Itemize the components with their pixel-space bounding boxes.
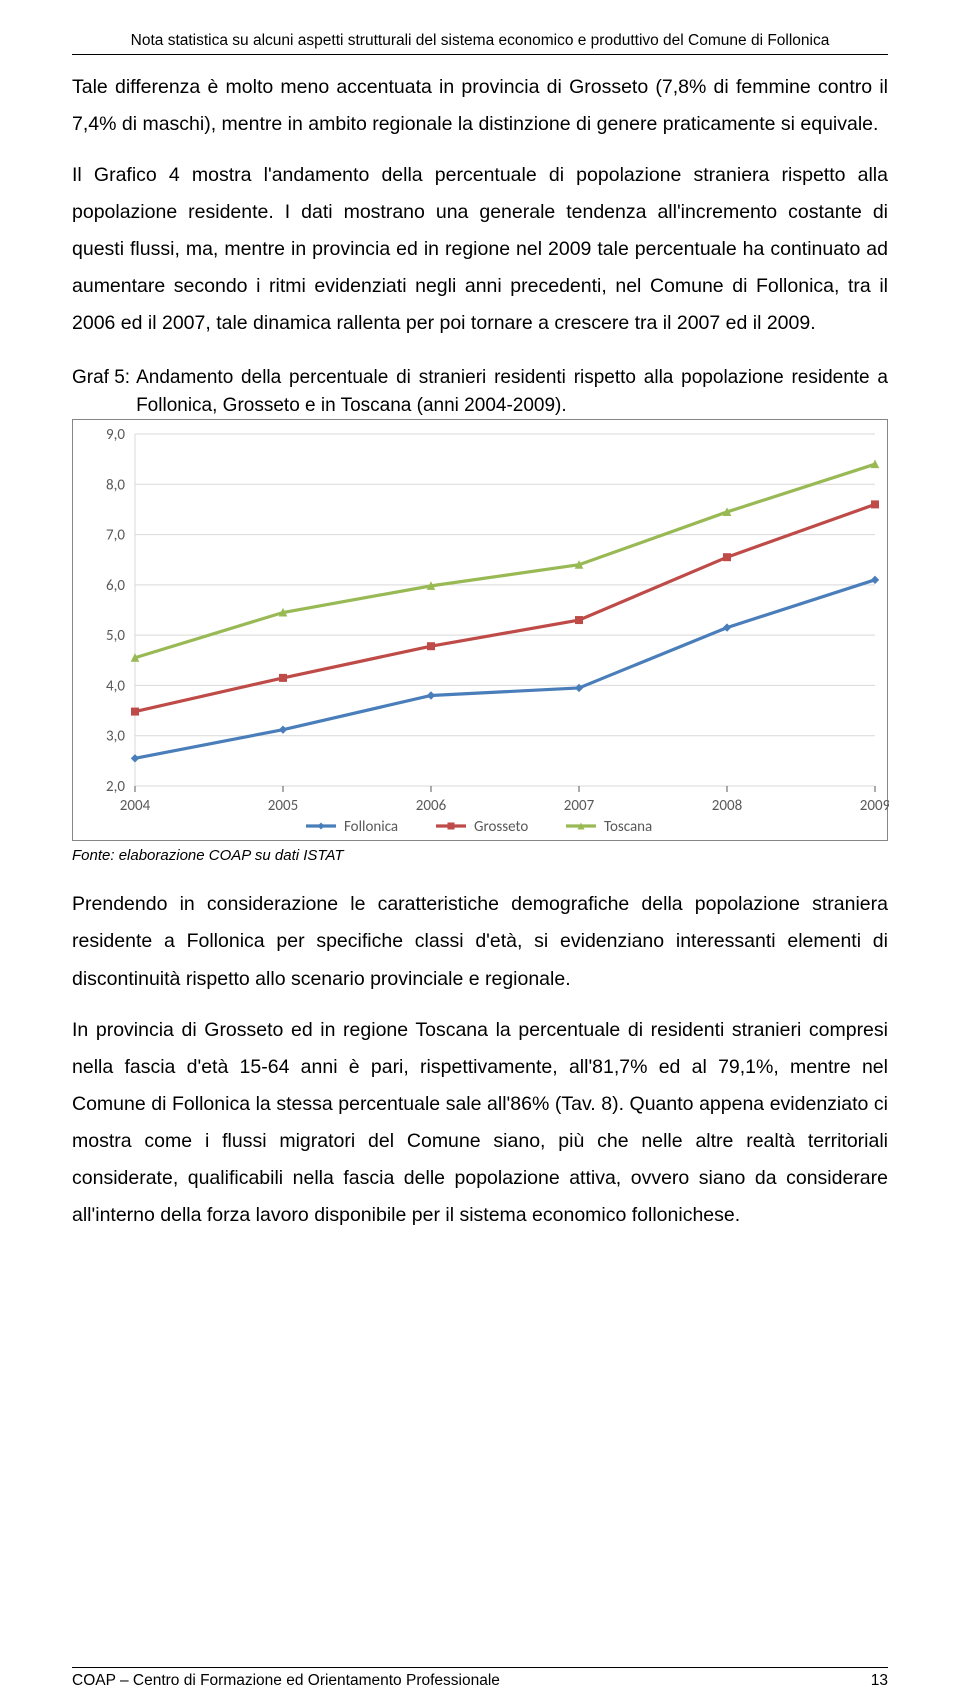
svg-text:2005: 2005 — [268, 797, 298, 815]
svg-text:2006: 2006 — [416, 797, 447, 815]
svg-text:8,0: 8,0 — [106, 477, 125, 495]
body-text-upper: Tale differenza è molto meno accentuata … — [72, 69, 888, 342]
svg-text:7,0: 7,0 — [106, 527, 125, 545]
caption-text: Andamento della percentuale di stranieri… — [136, 364, 888, 419]
svg-text:2009: 2009 — [860, 797, 889, 815]
svg-text:2,0: 2,0 — [106, 778, 125, 796]
header-rule — [72, 54, 888, 55]
svg-text:2004: 2004 — [120, 797, 151, 815]
page-footer: COAP – Centro di Formazione ed Orientame… — [72, 1667, 888, 1690]
svg-text:3,0: 3,0 — [106, 728, 125, 746]
footer-right: 13 — [871, 1672, 888, 1690]
paragraph-3: Prendendo in considerazione le caratteri… — [72, 886, 888, 997]
footer-rule — [72, 1667, 888, 1668]
svg-text:Follonica: Follonica — [344, 818, 398, 836]
paragraph-4: In provincia di Grosseto ed in regione T… — [72, 1012, 888, 1234]
svg-text:6,0: 6,0 — [106, 577, 125, 595]
svg-text:4,0: 4,0 — [106, 678, 125, 696]
page: Nota statistica su alcuni aspetti strutt… — [0, 0, 960, 1700]
running-head: Nota statistica su alcuni aspetti strutt… — [72, 32, 888, 50]
svg-text:2008: 2008 — [712, 797, 742, 815]
svg-text:Grosseto: Grosseto — [474, 818, 528, 836]
svg-text:5,0: 5,0 — [106, 628, 125, 646]
chart-caption: Graf 5: Andamento della percentuale di s… — [72, 364, 888, 419]
svg-text:2007: 2007 — [564, 797, 595, 815]
paragraph-1: Tale differenza è molto meno accentuata … — [72, 69, 888, 143]
body-text-lower: Prendendo in considerazione le caratteri… — [72, 886, 888, 1233]
svg-text:Toscana: Toscana — [604, 818, 652, 836]
paragraph-2: Il Grafico 4 mostra l'andamento della pe… — [72, 157, 888, 342]
footer-left: COAP – Centro di Formazione ed Orientame… — [72, 1672, 500, 1690]
chart-source: Fonte: elaborazione COAP su dati ISTAT — [72, 847, 888, 864]
svg-text:9,0: 9,0 — [106, 426, 125, 444]
caption-label: Graf 5: — [72, 364, 136, 419]
line-chart: 2,0 3,0 4,0 5,0 6,0 7,0 8,0 9,0 2004 2005 2006 2007… — [73, 420, 889, 840]
chart-container: 2,0 3,0 4,0 5,0 6,0 7,0 8,0 9,0 2004 2005 2006 2007… — [72, 419, 888, 841]
